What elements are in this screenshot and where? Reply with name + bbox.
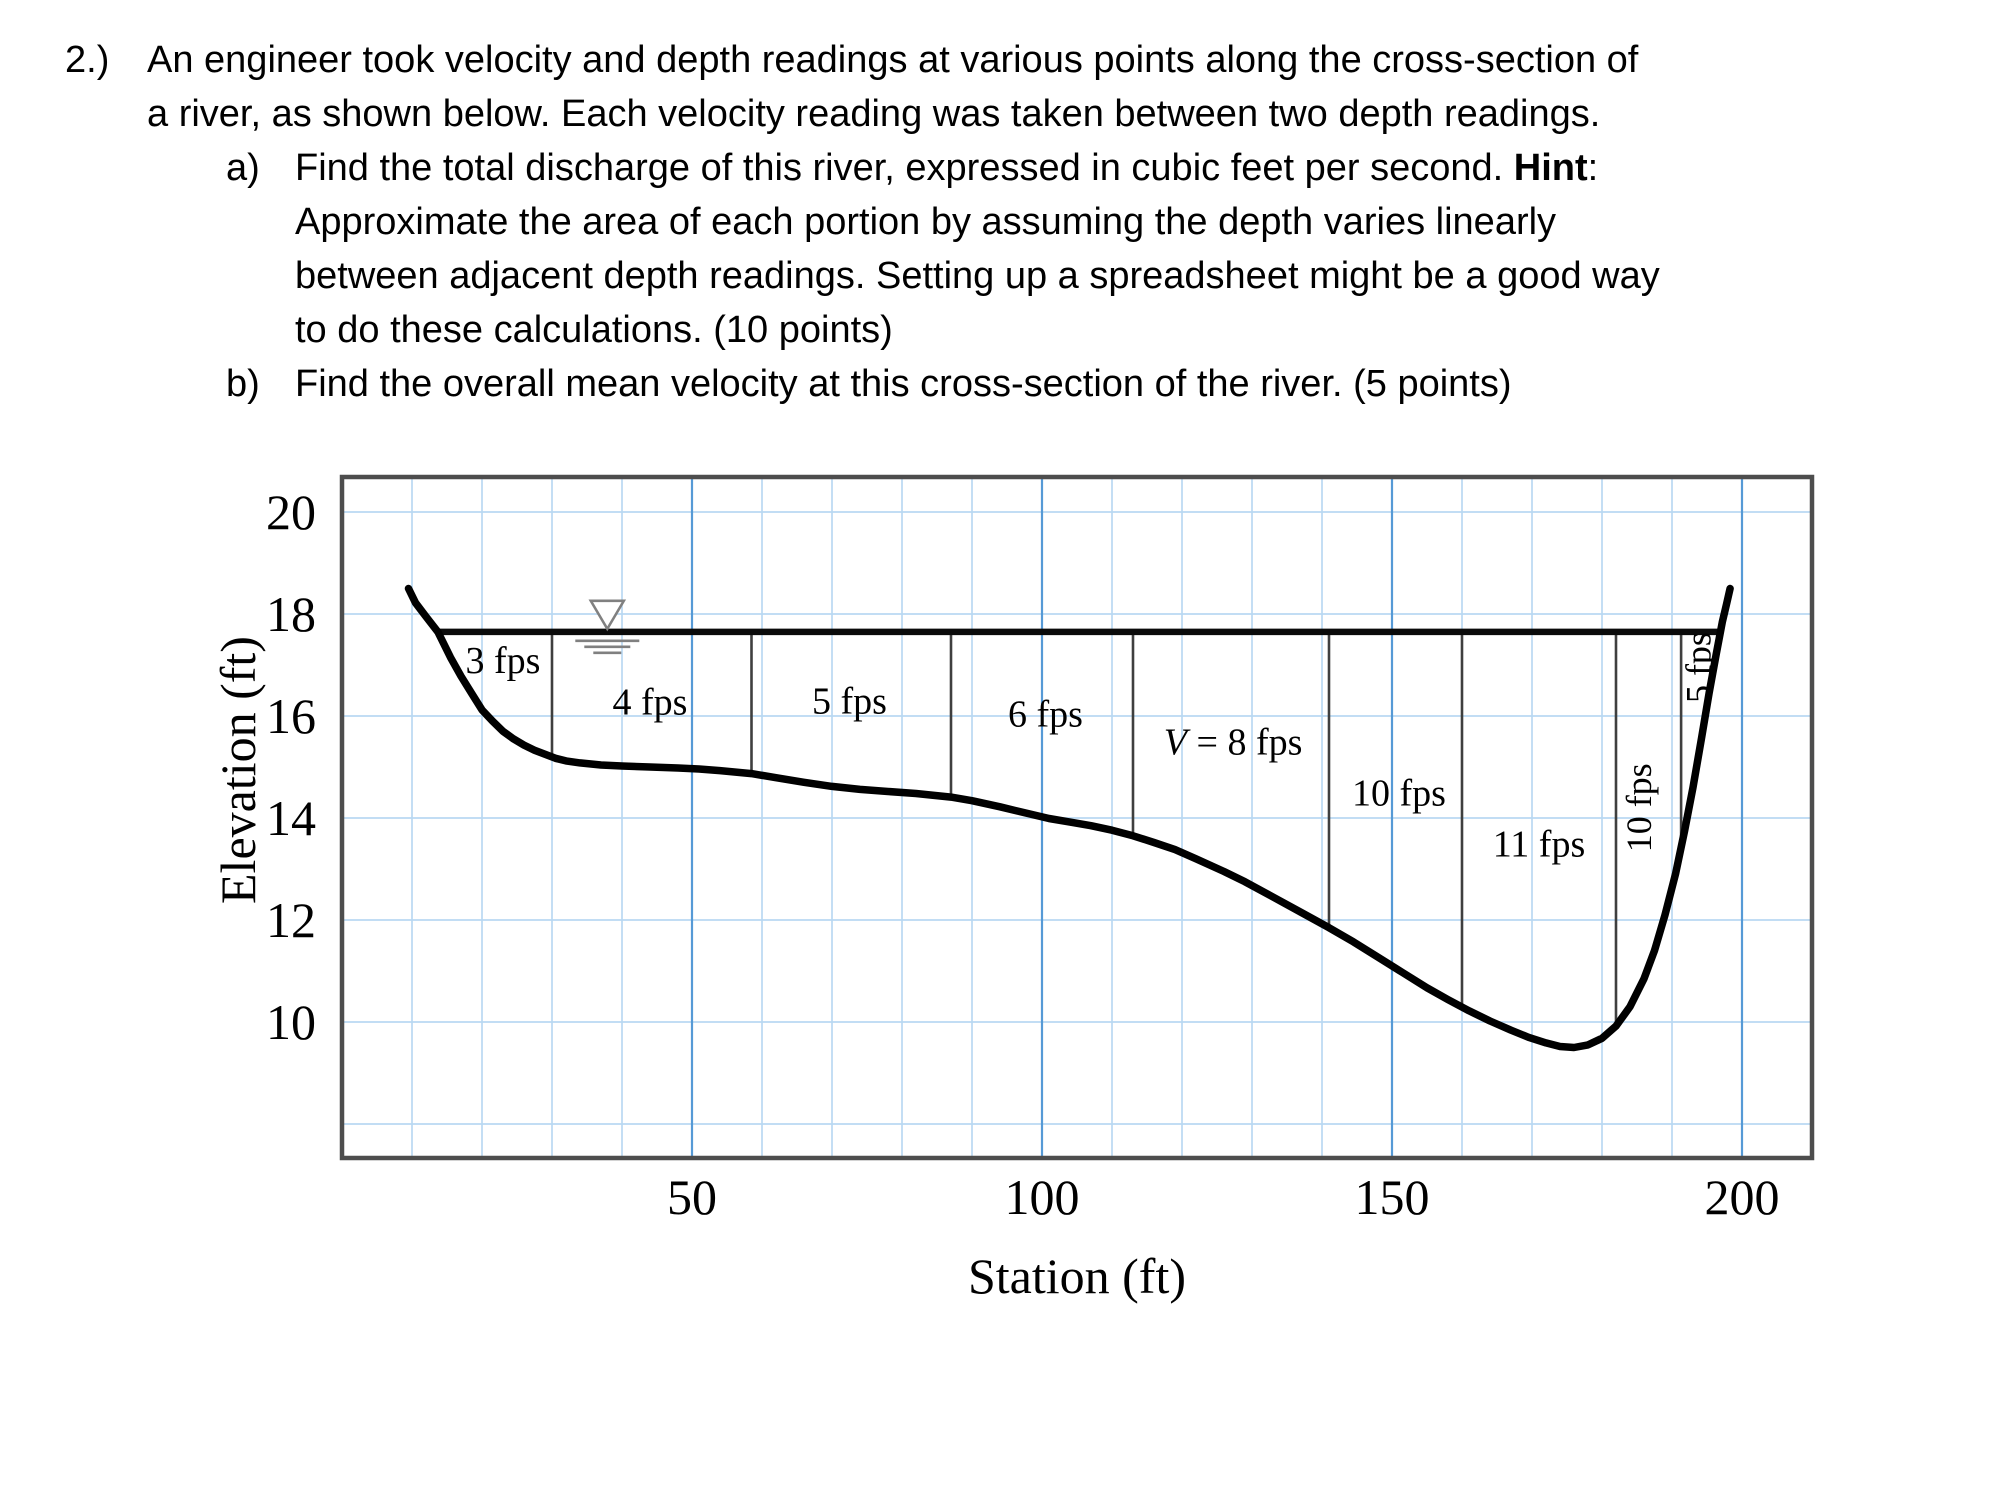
problem-line-6: to do these calculations. (10 points) (295, 309, 893, 352)
x-axis-title: Station (ft) (968, 1248, 1186, 1304)
x-tick-50: 50 (667, 1169, 717, 1225)
item-a-text-2: Approximate the area of each portion by … (295, 201, 1557, 243)
velocity-label-5: 10 fps (1352, 773, 1446, 815)
item-b-marker: b) (226, 363, 260, 405)
problem-line-3: a) Find the total discharge of this river… (226, 147, 1599, 190)
velocity-label-0: 3 fps (466, 640, 541, 682)
item-a-text-3: between adjacent depth readings. Setting… (295, 255, 1660, 297)
y-tick-12: 12 (266, 892, 316, 948)
problem-line-4: Approximate the area of each portion by … (295, 201, 1557, 244)
velocity-label-8: 5 fps (1679, 632, 1719, 703)
y-axis-title: Elevation (ft) (210, 636, 266, 904)
item-a-text: Find the total discharge of this river, … (295, 147, 1514, 189)
problem-number: 2.) (65, 39, 110, 81)
x-tick-100: 100 (1005, 1169, 1080, 1225)
problem-line-1: 2.) An engineer took velocity and depth r… (65, 39, 1639, 82)
velocity-label-4: V = 8 fps (1164, 722, 1303, 764)
plot-border (339, 474, 1815, 1161)
item-b-text: Find the overall mean velocity at this c… (295, 363, 1512, 405)
velocity-label-7: 10 fps (1619, 763, 1659, 852)
x-tick-200: 200 (1705, 1169, 1780, 1225)
problem-intro-1: An engineer took velocity and depth read… (147, 39, 1639, 81)
item-a-marker: a) (226, 147, 260, 189)
x-tick-150: 150 (1355, 1169, 1430, 1225)
y-tick-14: 14 (266, 790, 316, 846)
problem-intro-2: a river, as shown below. Each velocity r… (147, 93, 1601, 135)
y-tick-16: 16 (266, 688, 316, 744)
item-a-text-4: to do these calculations. (10 points) (295, 309, 893, 351)
problem-line-2: a river, as shown below. Each velocity r… (147, 93, 1601, 136)
velocity-label-1: 4 fps (613, 682, 688, 724)
river-bed-profile (404, 584, 1734, 1052)
water-surface-triangle-icon (588, 599, 627, 632)
hint-word: Hint (1513, 147, 1588, 189)
y-tick-10: 10 (266, 994, 316, 1050)
y-tick-18: 18 (266, 586, 316, 642)
velocity-label-3: 6 fps (1008, 693, 1083, 735)
problem-line-5: between adjacent depth readings. Setting… (295, 255, 1660, 298)
problem-line-7: b) Find the overall mean velocity at this… (226, 363, 1512, 406)
velocity-label-6: 11 fps (1493, 824, 1586, 866)
hint-colon: : (1587, 147, 1599, 189)
y-tick-20: 20 (266, 484, 316, 540)
velocity-label-2: 5 fps (812, 681, 887, 723)
